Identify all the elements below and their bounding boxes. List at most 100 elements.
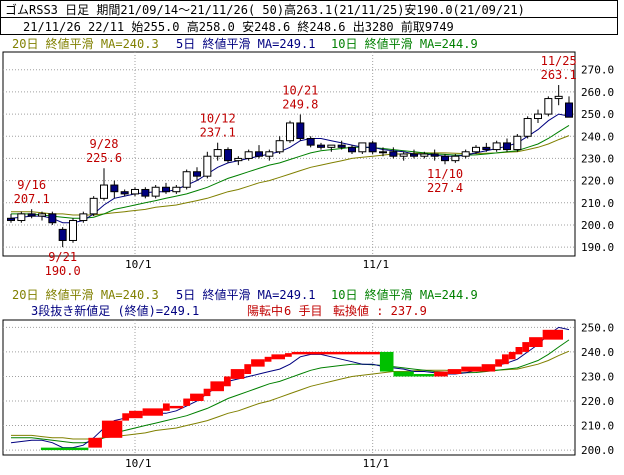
new-value-brick — [122, 413, 130, 421]
ma10-line — [11, 124, 570, 219]
candle-body — [451, 155, 460, 162]
status-trend: 陽転中 — [247, 304, 284, 318]
candle-body — [48, 213, 57, 224]
annotation-value: 190.0 — [45, 264, 81, 278]
new-value-brick — [522, 342, 530, 352]
candle-body — [120, 191, 129, 195]
candle-body — [141, 188, 150, 197]
status-turn-value: 転換値 : 237.9 — [333, 304, 427, 318]
new-value-brick — [434, 371, 448, 377]
top-y-tick: 240.0 — [581, 130, 614, 143]
candle-body — [461, 151, 470, 157]
new-value-brick — [210, 381, 224, 392]
top-y-tick: 230.0 — [581, 152, 614, 165]
candle-body — [420, 153, 429, 157]
candle-body — [430, 153, 439, 157]
candle-body — [317, 144, 325, 148]
candle-body — [79, 213, 88, 222]
candle-body — [358, 142, 367, 153]
candle-body — [27, 213, 36, 217]
top-y-tick: 200.0 — [581, 219, 614, 232]
candlestick-panel: 190.0 200.0 210.0 220.0 230.0 240.0 250.0 260.0… — [2, 51, 614, 278]
candle-body — [327, 144, 336, 148]
annotation-value: 237.1 — [200, 126, 236, 140]
legend-ma20-bottom: 20日 終値平滑 MA=240.3 — [12, 288, 159, 302]
candle-body — [441, 155, 449, 162]
status-count: 6 手目 — [284, 304, 323, 318]
new-value-brick — [291, 351, 380, 355]
candle-body — [513, 135, 522, 151]
top-y-tick: 190.0 — [581, 241, 614, 254]
top-y-tick: 220.0 — [581, 175, 614, 188]
candle-body — [110, 184, 119, 193]
top-x-tick: 11/1 — [363, 258, 390, 271]
candle-body — [523, 118, 532, 137]
annotation-date: 10/21 — [282, 84, 318, 98]
candle-body — [368, 142, 377, 153]
candle-body — [213, 149, 222, 157]
new-value-brick — [495, 359, 502, 367]
annotation-date: 9/21 — [48, 250, 77, 264]
annotation-date: 11/10 — [427, 167, 463, 181]
annotation-date: 9/28 — [90, 137, 119, 151]
candle-body — [492, 142, 501, 151]
top-x-tick: 10/1 — [125, 258, 152, 271]
status-new-value: 3段抜き新値足 (終値)=249.1 — [31, 304, 200, 318]
new-value-brick — [183, 398, 191, 406]
bottom-frame — [2, 319, 576, 456]
annotation-value: 249.8 — [282, 98, 318, 112]
new-value-brick — [230, 369, 245, 379]
new-value-brick — [542, 329, 563, 340]
annotation-value: 227.4 — [427, 181, 463, 195]
legend-ma5: 5日 終値平滑 MA=249.1 — [176, 37, 316, 51]
candle-body — [17, 213, 26, 222]
candle-body — [337, 144, 346, 148]
new-value-brick — [244, 364, 252, 374]
new-value-brick — [271, 354, 285, 360]
top-frame — [2, 51, 576, 257]
annotation-value: 207.1 — [14, 192, 50, 206]
bottom-y-tick: 200.0 — [581, 444, 614, 457]
candle-body — [224, 149, 232, 162]
candle-body — [255, 151, 263, 157]
new-value-brick — [264, 356, 272, 362]
candle-body — [306, 137, 315, 146]
candle-body — [503, 142, 511, 151]
new-value-brick — [461, 366, 482, 372]
candle-body — [193, 171, 201, 177]
candle-body — [151, 186, 160, 197]
new-value-brick — [88, 437, 102, 448]
candle-body — [275, 140, 284, 153]
annotation-value: 225.6 — [86, 151, 122, 165]
new-value-brick — [142, 408, 163, 416]
bottom-y-tick: 240.0 — [581, 346, 614, 359]
new-value-brick — [447, 369, 462, 374]
new-value-panel: 200.0 210.0 220.0 230.0 240.0 250.0 10/1 11/1 — [2, 319, 614, 470]
new-value-brick — [162, 403, 170, 411]
header-summary: ゴムRSS3 日足 期間21/09/14～21/11/26( 50)高263.1… — [0, 0, 618, 18]
candle-body — [472, 146, 480, 153]
candle-body — [348, 146, 356, 153]
candle-body — [162, 186, 170, 193]
new-value-brick — [223, 376, 231, 387]
new-value-brick — [501, 354, 509, 365]
candle-body — [131, 188, 139, 195]
legend-ma10: 10日 終値平滑 MA=244.9 — [331, 37, 478, 51]
candle-body — [482, 146, 491, 151]
candle-body — [69, 220, 77, 241]
legend-ma10-bottom: 10日 終値平滑 MA=244.9 — [331, 288, 478, 302]
bottom-y-tick: 220.0 — [581, 395, 614, 408]
candle-body — [244, 151, 253, 159]
candle-body — [182, 171, 191, 188]
new-value-brick — [481, 364, 496, 372]
top-y-tick: 210.0 — [581, 197, 614, 210]
candle-body — [172, 186, 181, 193]
candle-body — [7, 217, 15, 222]
candle-body — [379, 151, 387, 154]
legend-ma20: 20日 終値平滑 MA=240.3 — [12, 37, 159, 51]
bottom-x-tick: 11/1 — [363, 457, 390, 470]
new-value-brick — [285, 353, 292, 357]
new-value-brick — [129, 410, 143, 419]
bottom-y-tick: 210.0 — [581, 420, 614, 433]
top-y-tick: 250.0 — [581, 108, 614, 121]
